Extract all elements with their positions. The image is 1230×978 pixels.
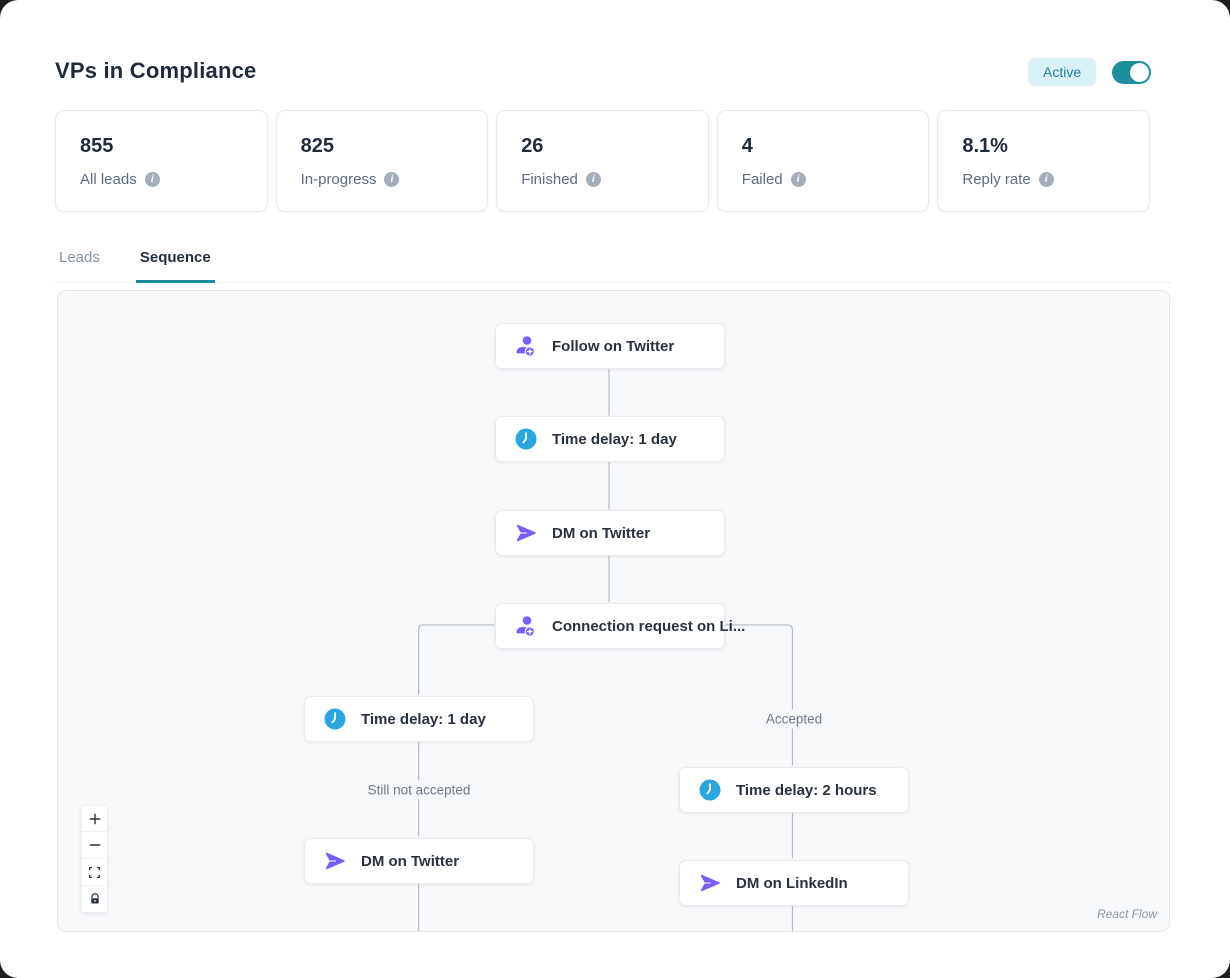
flow-node-label: Connection request on Li... xyxy=(552,617,746,635)
stat-label: All leads xyxy=(80,171,137,188)
user-plus-icon xyxy=(514,614,538,638)
flow-node-label: Time delay: 1 day xyxy=(361,710,486,728)
clock-icon xyxy=(323,707,347,731)
flow-node-label: DM on LinkedIn xyxy=(736,874,848,892)
user-plus-icon xyxy=(514,334,538,358)
info-icon[interactable]: i xyxy=(384,172,400,187)
toggle-knob xyxy=(1130,63,1149,82)
edge-label-still-not-accepted: Still not accepted xyxy=(359,780,479,800)
info-icon[interactable]: i xyxy=(144,172,160,187)
stat-value: 26 xyxy=(521,135,544,157)
lock-button[interactable] xyxy=(81,886,108,913)
flow-node-connection-request-linkedin[interactable]: Connection request on Li... xyxy=(495,603,745,649)
info-icon[interactable]: i xyxy=(790,172,806,187)
flow-node-dm-twitter-followup[interactable]: DM on Twitter xyxy=(304,838,534,884)
stat-card-all-leads: 855 All leads i xyxy=(55,110,268,212)
stat-card-in-progress: 825 In-progress i xyxy=(275,110,489,212)
fit-view-button[interactable] xyxy=(81,859,108,886)
flow-node-label: DM on Twitter xyxy=(552,524,651,542)
flow-controls xyxy=(81,805,108,913)
flow-node-dm-linkedin[interactable]: DM on LinkedIn xyxy=(679,860,909,906)
stat-card-failed: 4 Failed i xyxy=(716,110,930,212)
send-icon xyxy=(514,521,538,545)
flow-node-dm-twitter[interactable]: DM on Twitter xyxy=(495,510,725,556)
clock-icon xyxy=(698,778,722,802)
flow-node-label: Time delay: 2 hours xyxy=(736,781,877,799)
flow-node-follow-twitter[interactable]: Follow on Twitter xyxy=(495,323,725,369)
stat-value: 8.1% xyxy=(962,135,1008,157)
stat-label: In-progress xyxy=(300,171,377,188)
zoom-in-button[interactable] xyxy=(81,805,108,832)
react-flow-attribution[interactable]: React Flow xyxy=(1096,907,1157,921)
stat-card-finished: 26 Finished i xyxy=(496,110,709,212)
stat-label: Failed xyxy=(741,171,783,188)
info-icon[interactable]: i xyxy=(585,172,601,187)
flow-node-label: Time delay: 1 day xyxy=(552,430,677,448)
tab-sequence[interactable]: Sequence xyxy=(135,243,215,283)
stat-label: Reply rate xyxy=(962,171,1031,188)
send-icon xyxy=(323,849,347,873)
tab-bar: Leads Sequence xyxy=(55,243,1172,283)
flow-node-time-delay-2-hours[interactable]: Time delay: 2 hours xyxy=(679,767,909,813)
active-toggle[interactable] xyxy=(1112,61,1151,84)
clock-icon xyxy=(514,427,538,451)
send-icon xyxy=(698,871,722,895)
stat-value: 825 xyxy=(300,135,334,157)
flow-node-time-delay-1[interactable]: Time delay: 1 day xyxy=(495,416,725,462)
stat-label: Finished xyxy=(521,171,578,188)
flow-node-label: DM on Twitter xyxy=(361,852,460,870)
edge-label-accepted: Accepted xyxy=(757,709,831,729)
stats-row: 855 All leads i 825 In-progress i 26 Fin… xyxy=(55,110,1150,212)
stat-value: 4 xyxy=(741,135,753,157)
status-badge: Active xyxy=(1028,58,1097,86)
page-title: VPs in Compliance xyxy=(55,58,257,83)
tab-leads[interactable]: Leads xyxy=(59,249,100,266)
stat-value: 855 xyxy=(80,135,114,157)
info-icon[interactable]: i xyxy=(1038,172,1054,187)
flow-node-label: Follow on Twitter xyxy=(552,337,675,355)
stat-card-reply-rate: 8.1% Reply rate i xyxy=(937,110,1150,212)
sequence-flow-canvas[interactable]: Follow on Twitter Time delay: 1 day DM o… xyxy=(57,290,1170,932)
flow-node-time-delay-left[interactable]: Time delay: 1 day xyxy=(304,696,534,742)
zoom-out-button[interactable] xyxy=(81,832,108,859)
